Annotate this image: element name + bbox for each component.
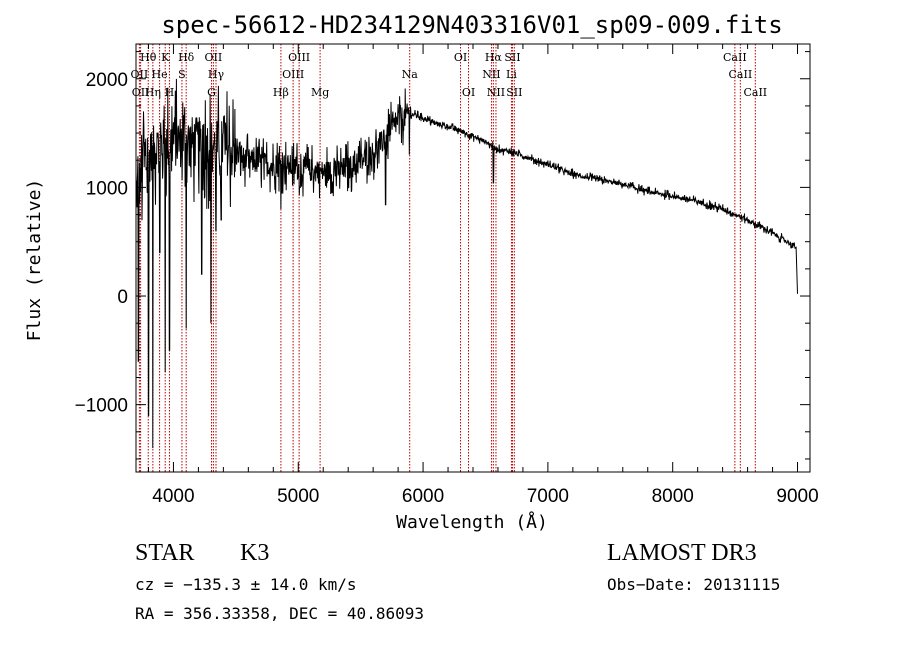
spectral-line-label: Hη [145, 86, 161, 99]
spectral-line-markers [138, 44, 756, 472]
spectral-line-label: Hθ [140, 51, 157, 64]
spectral-line-label: CaII [743, 86, 767, 99]
spectral-line-label: OII [131, 68, 149, 81]
y-axis-label: Flux (relative) [24, 179, 45, 342]
y-tick-label: 1000 [86, 178, 128, 199]
spectral-line-label: He [152, 68, 168, 81]
x-tick-label: 9000 [776, 486, 818, 507]
spectral-line-label: NII [487, 86, 505, 99]
spectral-line-label: Hδ [178, 51, 195, 64]
spectral-line-label: Na [402, 68, 419, 81]
x-axis-ticks: 4000 5000 6000 7000 8000 9000 [147, 44, 819, 507]
observation-date-text: Obs−Date: 20131115 [607, 575, 780, 594]
y-tick-label: 2000 [86, 70, 128, 91]
spectral-line-label: Mg [311, 86, 329, 99]
x-tick-label: 5000 [277, 486, 319, 507]
spectral-line-label: CaII [729, 68, 753, 81]
y-axis-ticks: −1000 0 1000 2000 [75, 51, 810, 460]
x-tick-label: 7000 [527, 486, 569, 507]
coordinates-text: RA = 356.33358, DEC = 40.86093 [135, 604, 424, 623]
spectral-line-label: OI [462, 86, 475, 99]
spectral-line-label: K [161, 51, 170, 64]
redshift-velocity-text: cz = −135.3 ± 14.0 km/s [135, 575, 357, 594]
spectral-line-label: Hα [485, 51, 503, 64]
spectral-line-label: OIII [282, 68, 304, 81]
x-tick-label: 6000 [402, 486, 444, 507]
object-subclass-label: K3 [240, 540, 269, 566]
spectral-line-label: SII [506, 86, 522, 99]
spectral-line-label: OIII [288, 51, 310, 64]
spectral-line-label: OII [205, 51, 223, 64]
spectral-line-label: NII [482, 68, 500, 81]
survey-label: LAMOST DR3 [607, 540, 757, 566]
spectral-line-label: S [178, 68, 186, 81]
spectral-line-label: SII [504, 51, 520, 64]
spectral-line-label: Hβ [273, 86, 289, 99]
flux-series-line [135, 78, 798, 449]
x-tick-label: 4000 [152, 486, 194, 507]
object-class-label: STAR [135, 540, 194, 566]
y-tick-label: 0 [117, 287, 128, 308]
spectral-line-label: H [165, 86, 175, 99]
spectral-line-label: G [207, 86, 216, 99]
plot-frame [135, 43, 811, 473]
y-tick-label: −1000 [75, 396, 128, 417]
x-tick-label: 8000 [652, 486, 694, 507]
x-axis-label: Wavelength (Å) [396, 511, 548, 533]
spectral-line-label: CaII [723, 51, 747, 64]
spectral-line-label: OI [454, 51, 467, 64]
spectral-line-label: Li [506, 68, 517, 81]
spectral-line-label: Hγ [208, 68, 225, 81]
chart-title: spec-56612-HD234129N403316V01_sp09-009.f… [161, 11, 782, 39]
